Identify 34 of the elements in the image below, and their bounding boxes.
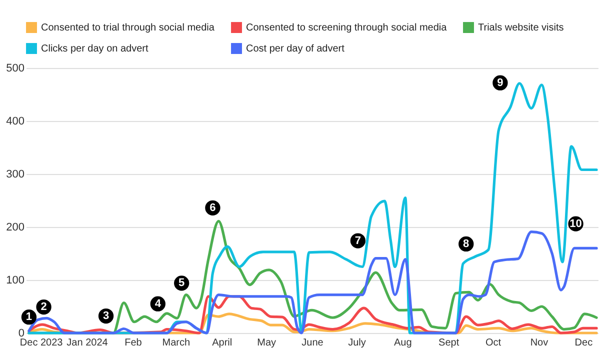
- annotation: 5: [178, 277, 185, 290]
- x-tick-label: July: [348, 338, 366, 348]
- legend-label: Consented to trial through social media: [41, 22, 215, 34]
- annotation: 8: [463, 238, 470, 250]
- x-tick-label: Nov: [530, 338, 548, 348]
- y-tick-label: 0: [18, 328, 24, 340]
- x-tick-label: June: [302, 338, 324, 348]
- x-tick-label: April: [212, 338, 232, 348]
- y-tick-label: 300: [6, 168, 24, 180]
- y-tick-label: 100: [6, 274, 24, 286]
- annotation: 2: [40, 301, 47, 314]
- annotation: 7: [354, 234, 361, 247]
- annotation: 6: [210, 202, 216, 214]
- annotation: 9: [497, 76, 504, 89]
- x-tick-label: May: [257, 338, 276, 348]
- y-tick-label: 200: [6, 222, 24, 234]
- x-tick-label: March: [162, 338, 190, 348]
- annotation: 4: [154, 298, 162, 310]
- y-tick-label: 400: [6, 116, 24, 128]
- annotation: 1: [26, 311, 32, 324]
- x-tick-label: Dec: [574, 338, 593, 348]
- legend-label: Trials website visits: [478, 22, 564, 34]
- y-tick-label: 500: [6, 62, 24, 74]
- x-tick-label: Dec 2023: [20, 338, 64, 348]
- x-tick-label: Oct: [486, 338, 502, 348]
- annotation: 3: [102, 310, 110, 322]
- legend-label: Consented to screening through social media: [246, 22, 448, 34]
- x-tick-label: Aug: [394, 338, 412, 348]
- legend-label: Clicks per day on advert: [41, 44, 148, 54]
- x-tick-label: Feb: [124, 338, 142, 348]
- x-tick-label: Jan 2024: [66, 338, 108, 348]
- annotation: 10: [570, 218, 582, 230]
- x-tick-label: Sept: [438, 338, 460, 348]
- legend-label: Cost per day of advert: [246, 44, 345, 54]
